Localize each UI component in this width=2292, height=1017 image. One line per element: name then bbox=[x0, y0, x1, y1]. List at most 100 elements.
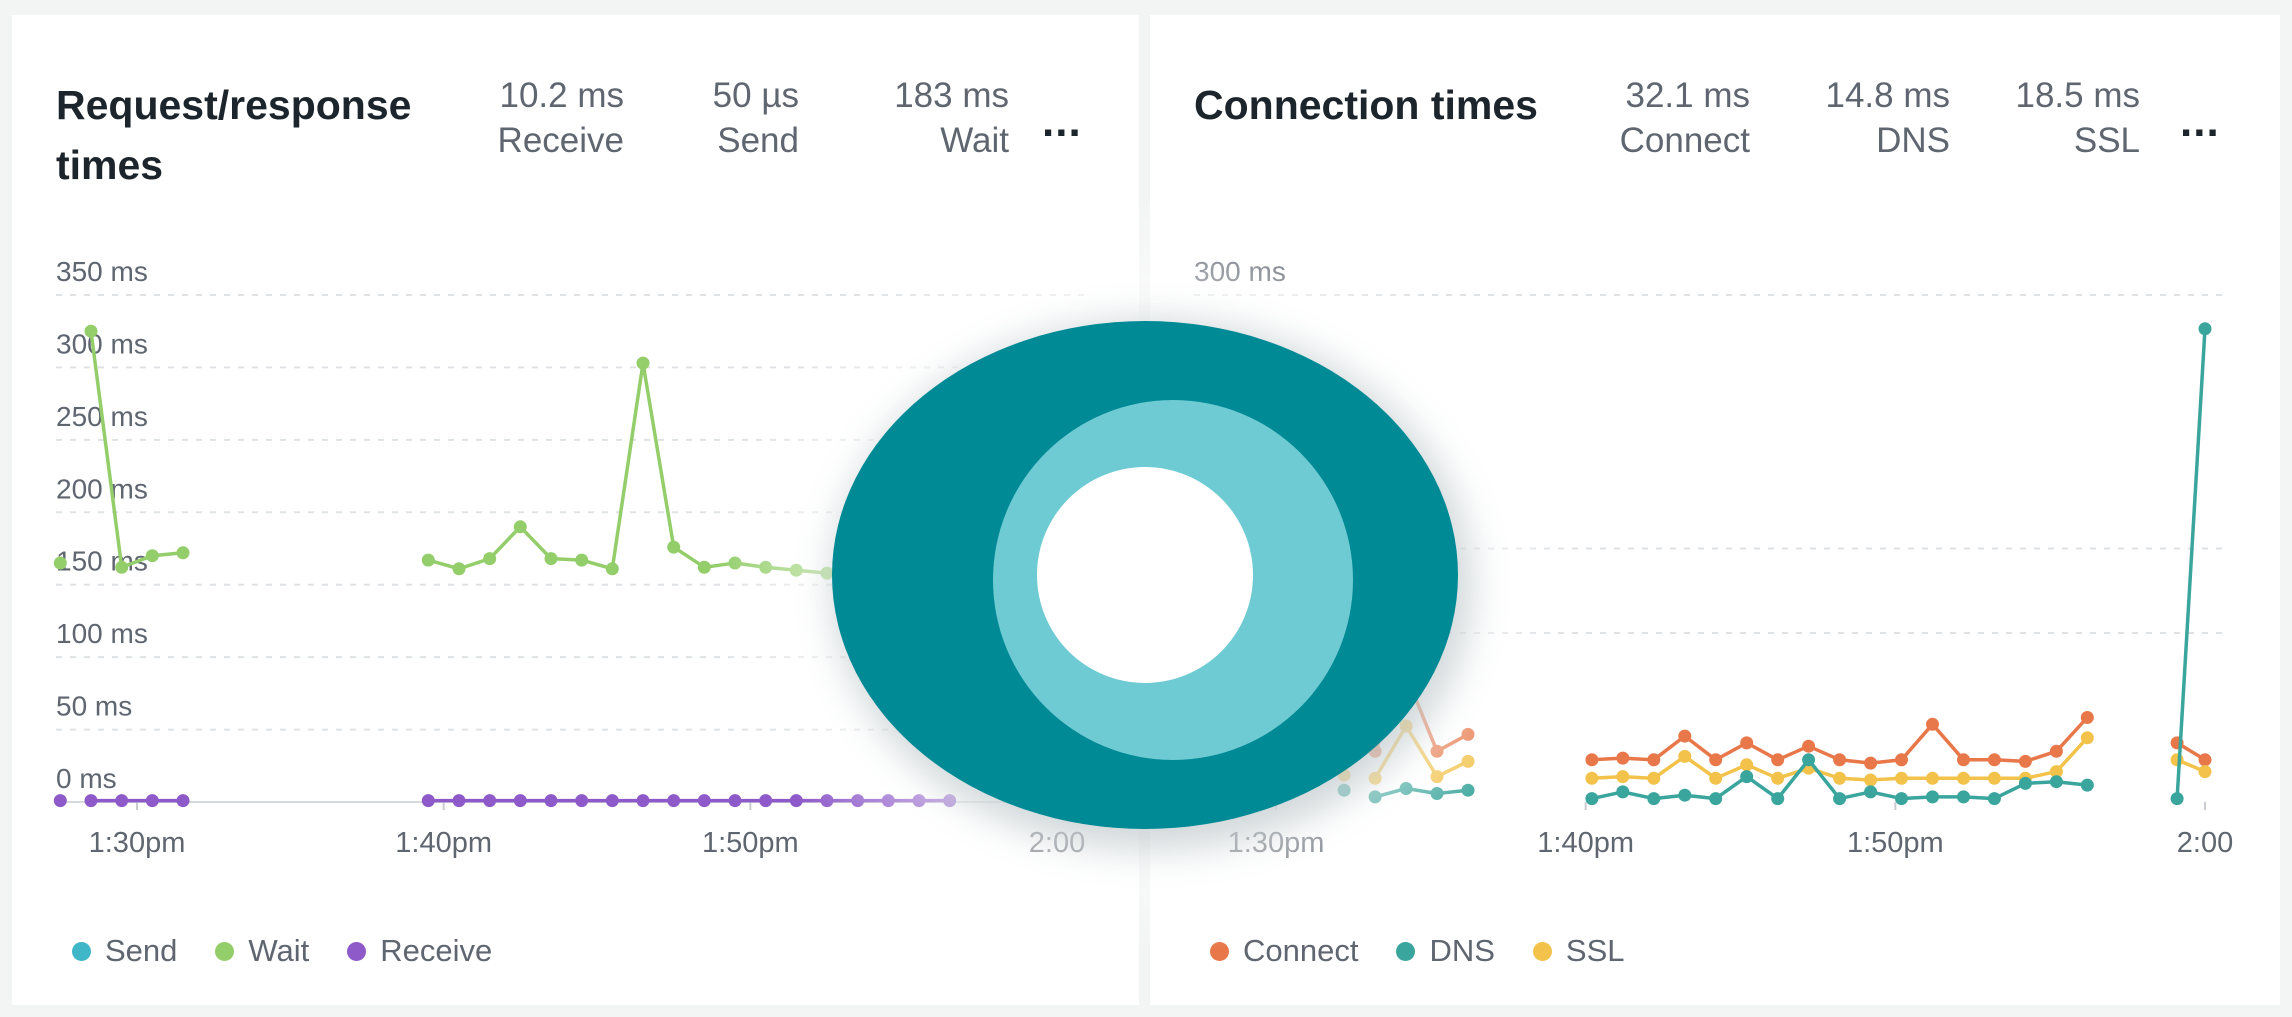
legend-item-send[interactable]: Send bbox=[72, 933, 177, 969]
data-point bbox=[667, 794, 681, 808]
data-point bbox=[728, 794, 742, 808]
data-point bbox=[421, 553, 435, 567]
data-point bbox=[1461, 727, 1475, 741]
data-point bbox=[1864, 785, 1878, 799]
data-point bbox=[1833, 792, 1847, 806]
data-point bbox=[2198, 753, 2212, 767]
data-point bbox=[2198, 322, 2212, 336]
legend-label: SSL bbox=[1565, 933, 1625, 968]
stat-connect: 32.1 ms Connect bbox=[1620, 73, 1750, 163]
data-point bbox=[452, 794, 466, 808]
data-point bbox=[1647, 753, 1661, 767]
data-point bbox=[1368, 771, 1382, 785]
data-point bbox=[115, 794, 129, 808]
data-point bbox=[912, 794, 926, 808]
data-point bbox=[1461, 754, 1475, 768]
x-tick-label: 1:40pm bbox=[395, 827, 492, 859]
data-point bbox=[544, 794, 558, 808]
data-point bbox=[1399, 782, 1413, 795]
data-point bbox=[943, 794, 957, 808]
legend-dot-icon bbox=[1532, 941, 1552, 961]
panel-title: Request/response times bbox=[56, 82, 412, 188]
data-point bbox=[1864, 756, 1878, 770]
data-point bbox=[1678, 788, 1692, 802]
data-point bbox=[1709, 753, 1723, 767]
data-point bbox=[544, 552, 558, 566]
data-point bbox=[1399, 719, 1413, 733]
data-point bbox=[2080, 731, 2094, 745]
data-point bbox=[1678, 749, 1692, 763]
data-point bbox=[1337, 768, 1351, 782]
chart-legend: Send Wait Receive bbox=[72, 933, 492, 969]
data-point bbox=[1926, 717, 1939, 731]
data-point bbox=[1987, 792, 2001, 806]
data-point bbox=[1585, 792, 1599, 806]
x-tick-label: 1:30pm bbox=[1228, 827, 1325, 859]
legend-label: Connect bbox=[1243, 933, 1359, 968]
stat-value: 32.1 ms bbox=[1625, 76, 1751, 115]
data-point bbox=[1895, 771, 1908, 785]
more-menu-icon[interactable]: ... bbox=[2180, 97, 2220, 146]
data-point bbox=[973, 556, 987, 570]
legend-item-dns[interactable]: DNS bbox=[1396, 933, 1495, 969]
data-point bbox=[513, 794, 527, 808]
panel-title: Connection times bbox=[1194, 82, 1538, 128]
stat-value: 18.5 ms bbox=[2015, 76, 2141, 115]
legend-item-receive[interactable]: Receive bbox=[347, 933, 492, 969]
data-point bbox=[1616, 751, 1630, 765]
stat-label: Send bbox=[717, 121, 799, 160]
data-point bbox=[1004, 542, 1018, 555]
data-point bbox=[452, 562, 466, 576]
data-point bbox=[881, 794, 895, 808]
legend-item-connect[interactable]: Connect bbox=[1210, 933, 1358, 969]
legend-item-wait[interactable]: Wait bbox=[215, 933, 309, 969]
series-line bbox=[89, 330, 184, 570]
more-menu-icon[interactable]: ... bbox=[1042, 97, 1082, 146]
data-point bbox=[943, 563, 957, 577]
data-point bbox=[1802, 753, 1816, 767]
data-point bbox=[1957, 771, 1970, 785]
data-point bbox=[789, 794, 803, 808]
series-connect bbox=[1337, 668, 2212, 770]
y-tick-label: 300 ms bbox=[56, 328, 148, 359]
data-point bbox=[1337, 748, 1351, 762]
y-tick-label: 200 ms bbox=[56, 473, 148, 504]
data-point bbox=[1987, 753, 2001, 767]
legend-dot-icon bbox=[72, 941, 91, 961]
x-tick-label: 1:30pm bbox=[89, 827, 186, 859]
y-tick-label: 150 ms bbox=[56, 546, 148, 577]
stat-label: DNS bbox=[1876, 121, 1950, 160]
data-point bbox=[1771, 792, 1785, 806]
data-point bbox=[53, 556, 67, 570]
data-point bbox=[1926, 790, 1939, 804]
data-point bbox=[1895, 792, 1908, 806]
data-point bbox=[483, 552, 497, 566]
y-tick-label: 0 ms bbox=[56, 763, 117, 794]
y-tick-label: 100 ms bbox=[56, 618, 148, 649]
stat-dns: 14.8 ms DNS bbox=[1826, 73, 1951, 163]
legend-dot-icon bbox=[1210, 941, 1229, 961]
data-point bbox=[1771, 753, 1785, 767]
stat-value: 14.8 ms bbox=[1825, 76, 1951, 115]
data-point bbox=[1771, 771, 1785, 785]
data-point bbox=[1399, 668, 1413, 682]
data-point bbox=[1926, 771, 1939, 785]
data-point bbox=[84, 794, 98, 808]
data-point bbox=[1833, 771, 1847, 785]
connection-times-chart: 100 150 300 ms 1:30pm 1:40pm 1:50pm 2:00 bbox=[1194, 256, 2233, 859]
stat-label: SSL bbox=[2073, 121, 2140, 160]
data-point bbox=[789, 563, 803, 577]
data-point bbox=[1957, 790, 1970, 804]
data-point bbox=[881, 571, 895, 584]
data-point bbox=[1709, 771, 1723, 785]
data-point bbox=[759, 560, 773, 574]
data-point bbox=[1987, 771, 2001, 785]
legend-item-ssl[interactable]: SSL bbox=[1532, 933, 1625, 969]
data-point bbox=[145, 549, 159, 563]
data-point bbox=[636, 356, 650, 370]
stat-label: Wait bbox=[940, 121, 1009, 160]
data-point bbox=[84, 324, 98, 338]
data-point bbox=[1895, 753, 1908, 767]
x-tick-label: 2:00 bbox=[1029, 827, 1085, 859]
data-point bbox=[1368, 744, 1382, 758]
